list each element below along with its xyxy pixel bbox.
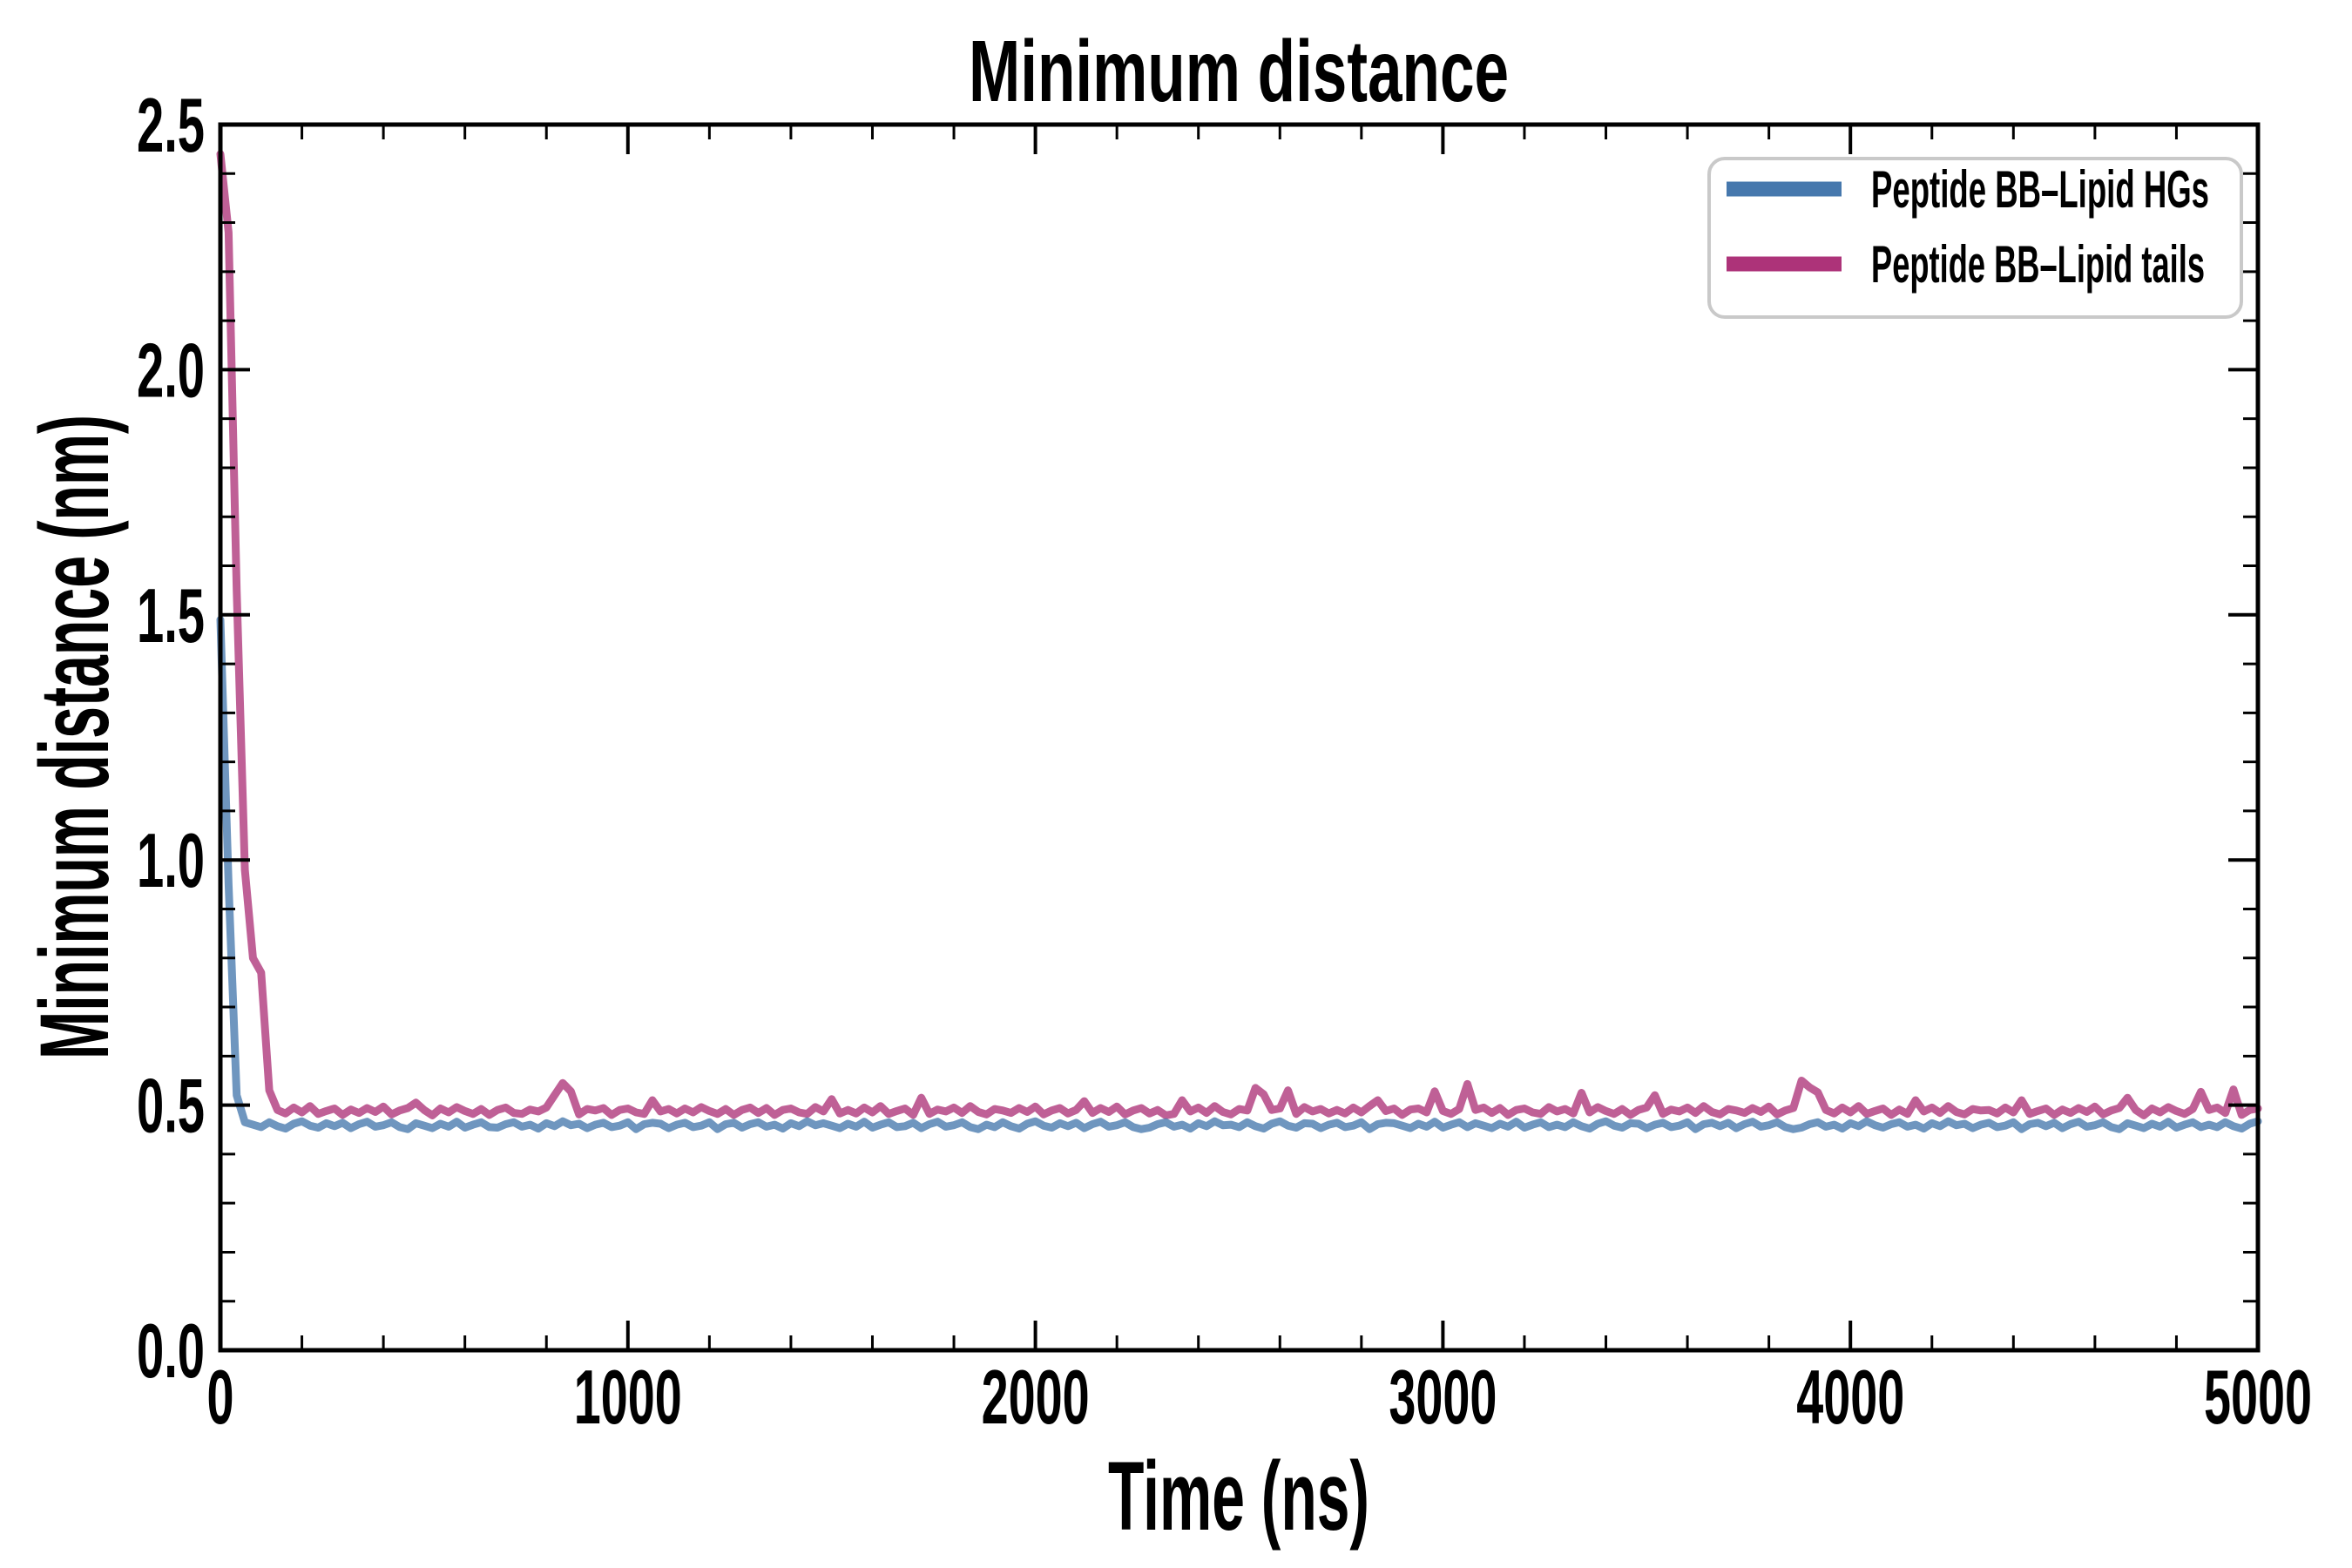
y-tick-labels: 0.0 0.5 1.0 1.5 2.0 2.5	[137, 82, 205, 1394]
chart-title: Minimum distance	[969, 23, 1509, 120]
plot-area	[220, 125, 2258, 1350]
legend: Peptide BB–Lipid HGs Peptide BB–Lipid ta…	[1707, 157, 2243, 319]
x-tick-label: 1000	[574, 1354, 682, 1440]
x-tick-label: 0	[207, 1354, 234, 1440]
x-tick-label: 2000	[982, 1354, 1090, 1440]
series-line-peptide-bb-lipid-tails	[216, 150, 2262, 1119]
x-tick-label: 3000	[1389, 1354, 1497, 1440]
series-line-peptide-bb-lipid-hgs	[216, 615, 2262, 1133]
legend-label-hgs: Peptide BB–Lipid HGs	[1871, 160, 2209, 219]
plot-frame	[218, 122, 2261, 1353]
legend-box	[1707, 157, 2243, 319]
legend-label-tails: Peptide BB–Lipid tails	[1871, 235, 2205, 294]
y-tick-label: 1.0	[137, 817, 205, 903]
x-axis-label: Time (ns)	[1108, 1442, 1369, 1551]
x-tick-label: 5000	[2204, 1354, 2312, 1440]
y-tick-label: 0.5	[137, 1063, 205, 1149]
data-series	[216, 150, 2262, 1133]
y-tick-label: 0.0	[137, 1308, 205, 1394]
x-tick-labels: 0 1000 2000 3000 4000 5000	[207, 1354, 2313, 1440]
y-tick-label: 2.0	[137, 327, 205, 413]
y-tick-label: 1.5	[137, 572, 205, 659]
y-axis-label: Minimum distance (nm)	[20, 415, 129, 1059]
x-tick-label: 4000	[1796, 1354, 1904, 1440]
y-tick-label: 2.5	[137, 82, 205, 168]
